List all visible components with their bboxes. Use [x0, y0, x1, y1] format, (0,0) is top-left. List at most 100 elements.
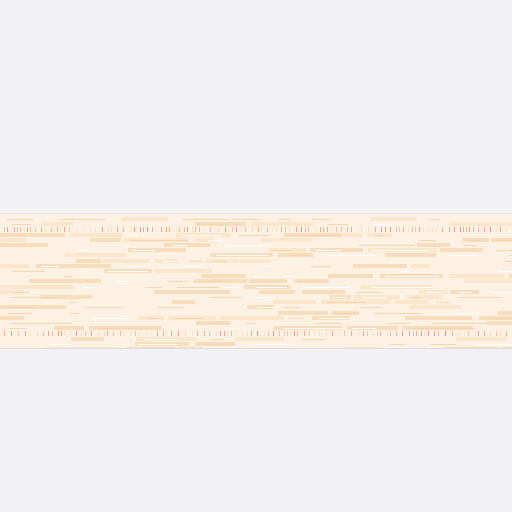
strip-tick [296, 227, 297, 233]
strip-dash [433, 323, 490, 324]
strip-dash [177, 286, 219, 288]
strip-dash [163, 260, 177, 262]
strip-dash [371, 286, 435, 288]
strip-row [0, 237, 512, 243]
strip-cell [456, 336, 506, 341]
strip-tick [416, 331, 417, 337]
strip-cell [53, 259, 73, 263]
strip-tick [449, 227, 450, 233]
strip-tick [30, 331, 31, 337]
strip-cell [449, 222, 512, 227]
strip-tick [368, 227, 369, 233]
strip-tick [60, 227, 61, 233]
strip-tick [69, 227, 70, 233]
strip-tick [83, 227, 84, 233]
strip-cell [274, 259, 302, 263]
strip-dash [167, 281, 188, 283]
strip-cell [259, 289, 295, 294]
strip-dash [216, 255, 269, 257]
strip-tick [257, 331, 258, 337]
strip-row [0, 274, 512, 279]
strip-cell [276, 264, 300, 268]
strip-cell [107, 279, 149, 283]
strip-dash [250, 343, 291, 345]
strip-row [0, 243, 512, 248]
strip-tick [289, 227, 290, 233]
strip-dash [211, 338, 223, 340]
strip-cell [26, 274, 52, 278]
strip-tick [331, 227, 332, 233]
strip-dash [426, 291, 441, 293]
strip-row [0, 248, 512, 253]
strip-tick [434, 331, 435, 337]
strip-dash [130, 239, 188, 241]
strip-cell [219, 315, 284, 320]
strip-dash [448, 312, 480, 314]
strip-tick [399, 227, 400, 233]
strip-tick [358, 227, 359, 233]
strip-row [0, 253, 512, 258]
strip-cell [70, 232, 123, 237]
strip-tick [152, 227, 153, 233]
strip-cell [498, 310, 512, 315]
strip-tick [460, 227, 461, 233]
strip-tick [205, 227, 206, 233]
strip-row [0, 295, 512, 300]
strip-tick [102, 227, 103, 233]
strip-cell [0, 263, 29, 268]
strip-dash [171, 317, 203, 319]
strip-row [0, 326, 512, 331]
strip-tick [323, 227, 324, 233]
strip-dash [7, 219, 33, 220]
strip-tick [403, 227, 404, 233]
strip-tick [402, 331, 403, 337]
strip-cell [371, 217, 417, 221]
strip-tick [134, 227, 135, 233]
strip-cell [497, 300, 512, 304]
strip-tick [139, 331, 140, 337]
strip-dash [245, 323, 255, 324]
strip-dash [49, 343, 72, 345]
strip-dash [327, 302, 365, 304]
strip-dash [145, 338, 177, 340]
strip-tick [309, 331, 310, 337]
strip-tick [468, 331, 469, 337]
strip-tick [457, 331, 458, 337]
strip-dash [132, 250, 154, 252]
strip-dash [7, 307, 37, 309]
strip-cell [126, 347, 175, 348]
strip-dash [96, 328, 153, 330]
strip-row [0, 258, 512, 264]
strip-dash [284, 307, 300, 309]
strip-tick [197, 331, 198, 337]
strip-tick [460, 331, 461, 337]
strip-tick [76, 227, 77, 233]
strip-tick [58, 331, 59, 337]
strip-dash [301, 338, 325, 340]
strip-dash [130, 234, 138, 236]
strip-dash [200, 224, 224, 226]
strip-tick [51, 227, 52, 233]
strip-cell [278, 310, 328, 315]
strip-dash [491, 291, 512, 293]
strip-dash [333, 297, 347, 298]
strip-row [0, 269, 512, 274]
strip-tick [4, 227, 5, 233]
strip-cell [235, 336, 284, 341]
strip-dash [252, 297, 271, 298]
strip-tick [361, 227, 362, 233]
strip-dash [302, 286, 350, 288]
strip-dash [41, 265, 58, 267]
strip-row [0, 222, 512, 227]
strip-tick [90, 227, 91, 233]
strip-tick [506, 331, 507, 337]
strip-dash [287, 255, 312, 257]
strip-tick [490, 227, 491, 233]
strip-dash [208, 239, 222, 241]
strip-dash [505, 260, 512, 262]
strip-cell [128, 248, 186, 253]
strip-tick [496, 227, 497, 233]
strip-dash [256, 286, 286, 288]
strip-row [0, 289, 512, 295]
strip-dash [311, 265, 331, 267]
